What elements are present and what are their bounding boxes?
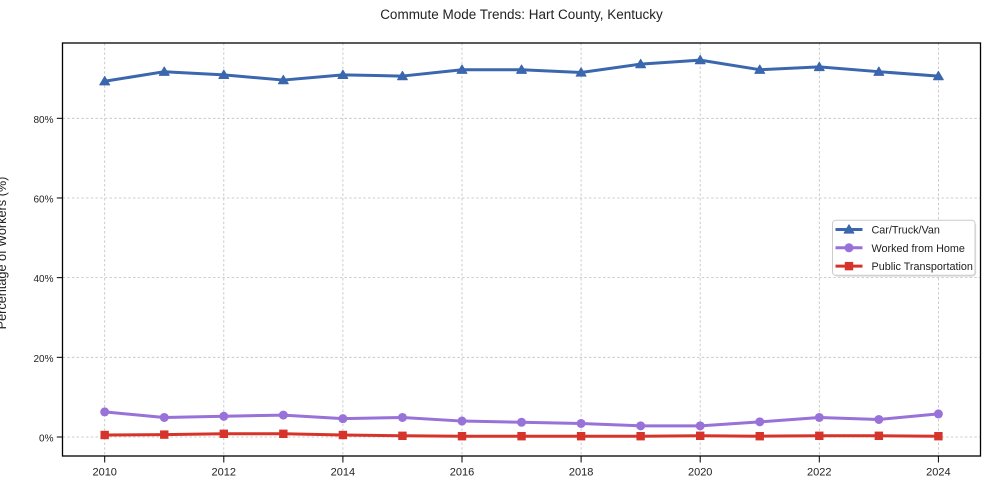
svg-text:2012: 2012 (212, 467, 236, 479)
svg-text:2022: 2022 (807, 467, 831, 479)
svg-text:Public Transportation: Public Transportation (872, 261, 973, 273)
svg-text:2020: 2020 (688, 467, 712, 479)
svg-text:2014: 2014 (331, 467, 355, 479)
svg-text:0%: 0% (39, 434, 54, 445)
svg-text:2024: 2024 (926, 467, 950, 479)
svg-text:40%: 40% (33, 274, 53, 285)
svg-text:Worked from Home: Worked from Home (872, 243, 965, 255)
svg-text:Car/Truck/Van: Car/Truck/Van (872, 224, 940, 236)
svg-text:80%: 80% (33, 115, 53, 126)
svg-text:2010: 2010 (92, 467, 116, 479)
svg-text:2016: 2016 (450, 467, 474, 479)
svg-text:2018: 2018 (569, 467, 593, 479)
svg-text:60%: 60% (33, 194, 53, 205)
svg-text:20%: 20% (33, 354, 53, 365)
